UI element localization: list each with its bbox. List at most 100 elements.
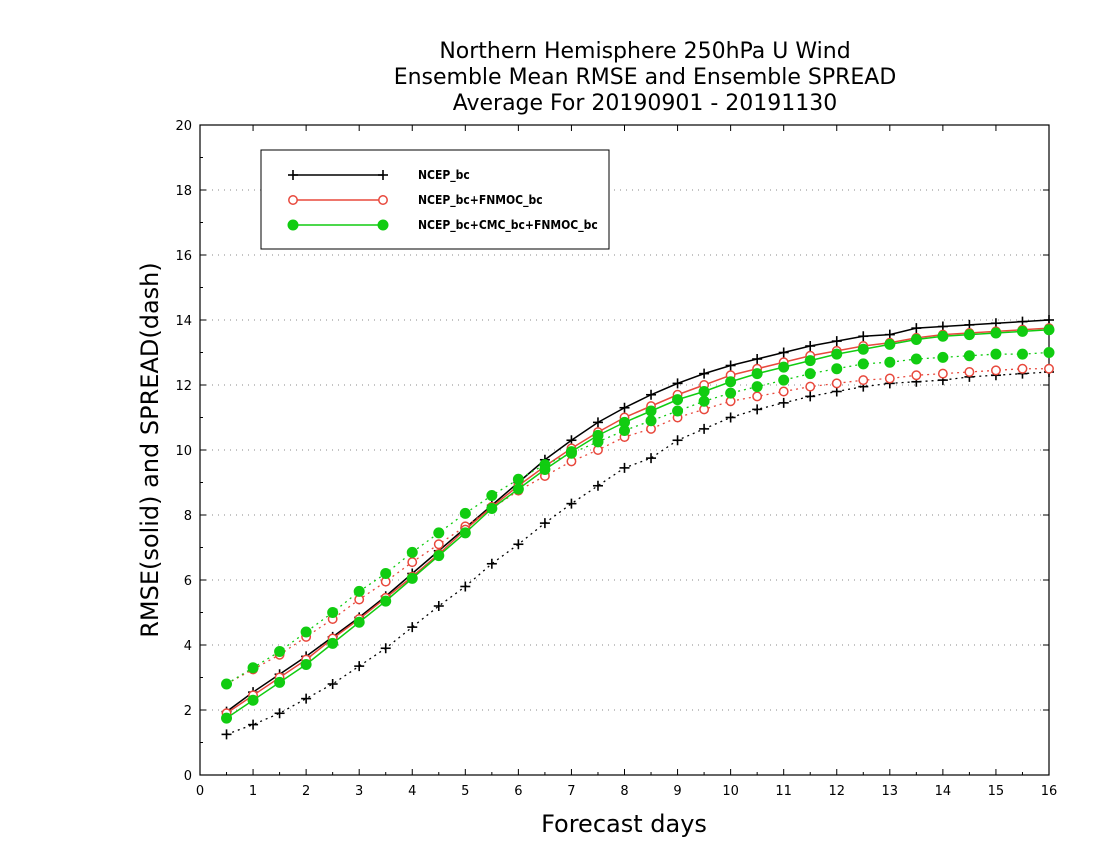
spread-point [937, 368, 948, 379]
rmse-point [1043, 324, 1055, 336]
x-tick-label: 5 [461, 784, 469, 799]
legend-marker-start [288, 195, 298, 205]
spread-point [884, 373, 895, 384]
spread-point [274, 646, 286, 657]
spread-point [698, 395, 710, 407]
series-3 [221, 324, 1055, 724]
spread-point [725, 412, 736, 423]
spread-point [804, 368, 816, 380]
spread-point [805, 381, 816, 392]
rmse-point [884, 338, 896, 350]
spread-point [1017, 363, 1028, 374]
spread-point [752, 391, 763, 402]
spread-point [221, 678, 233, 690]
spread-point [619, 462, 630, 473]
x-tick-label: 16 [1041, 784, 1058, 799]
spread-point [406, 546, 418, 558]
rmse-point [327, 637, 339, 649]
spread-point [407, 622, 418, 633]
y-tick-label: 8 [184, 509, 192, 524]
legend-label: NCEP_bc+FNMOC_bc [418, 193, 543, 208]
x-tick-label: 10 [722, 784, 739, 799]
spread-point [1044, 363, 1054, 374]
spread-point [751, 381, 763, 393]
rmse-line [226, 329, 1050, 719]
rmse-point [512, 483, 524, 495]
rmse-point [672, 378, 683, 389]
spread-point [433, 527, 445, 539]
x-tick-label: 2 [302, 784, 310, 799]
rmse-point [592, 429, 604, 441]
y-tick-label: 10 [175, 444, 192, 459]
rmse-point [619, 416, 630, 428]
spread-point [539, 518, 550, 529]
spread-point [911, 370, 922, 381]
spread-point [407, 557, 418, 568]
spread-point [699, 423, 710, 434]
spread-point [327, 679, 338, 689]
tick-labels: 0 1 2 3 4 5 6 7 8 9 10 11 12 13 14 15 160246810121416182… [175, 119, 1057, 799]
x-tick-label: 9 [673, 784, 681, 799]
rmse-point [778, 347, 789, 358]
x-tick-label: 12 [828, 784, 845, 799]
spread-point [301, 693, 312, 704]
spread-point [778, 374, 790, 386]
x-tick-label: 4 [408, 784, 416, 799]
rmse-point [646, 389, 657, 400]
rmse-point [539, 464, 551, 475]
x-tick-label: 3 [355, 784, 363, 799]
rmse-point [247, 694, 259, 706]
spread-point [990, 348, 1002, 360]
spread-point [513, 539, 524, 550]
rmse-point [592, 417, 603, 428]
y-tick-label: 20 [175, 119, 192, 134]
legend-item-2: NCEP_bc+FNMOC_bc [288, 193, 543, 208]
spread-point [274, 708, 285, 719]
x-tick-label: 8 [620, 784, 628, 799]
rmse-point [300, 659, 312, 670]
spread-point [858, 375, 869, 386]
spread-line [226, 368, 1049, 685]
spread-point [592, 480, 603, 491]
x-tick-label: 11 [775, 784, 792, 799]
rmse-point [752, 354, 763, 364]
rmse-point [910, 334, 922, 345]
spread-point [1016, 348, 1028, 360]
spread-line [226, 351, 1050, 685]
legend-marker-end [378, 170, 388, 180]
x-tick-label: 1 [249, 784, 257, 799]
spread-point [433, 539, 444, 550]
rmse-point [804, 355, 816, 367]
y-tick-label: 6 [184, 574, 192, 589]
grid-lines [200, 189, 1049, 711]
legend-item-1: NCEP_bc [288, 168, 470, 183]
x-tick-label: 14 [935, 784, 952, 799]
legend-marker-end [378, 195, 388, 205]
rmse-line [226, 327, 1050, 714]
spread-point [566, 498, 577, 509]
rmse-point [619, 402, 630, 413]
spread-point [646, 453, 657, 464]
spread-point [884, 356, 896, 368]
y-tick-label: 18 [175, 184, 192, 199]
rmse-point [725, 376, 737, 388]
spread-point [672, 435, 683, 446]
rmse-point [778, 361, 790, 373]
rmse-point [857, 343, 869, 355]
spread-point [380, 568, 392, 579]
rmse-point [858, 331, 869, 342]
x-axis-label: Forecast days [541, 810, 707, 838]
legend-marker-start [287, 219, 299, 231]
rmse-point [406, 572, 418, 584]
spread-point [327, 607, 339, 618]
spread-point [831, 378, 842, 389]
spread-point [486, 490, 498, 501]
rmse-point [221, 712, 233, 724]
rmse-point [565, 446, 577, 458]
legend-label: NCEP_bc [418, 168, 470, 183]
y-axis-label: RMSE(solid) and SPREAD(dash) [136, 262, 164, 638]
spread-point [512, 473, 524, 485]
spread-point [353, 585, 365, 597]
y-tick-label: 0 [184, 769, 192, 784]
rmse-point [380, 595, 392, 607]
